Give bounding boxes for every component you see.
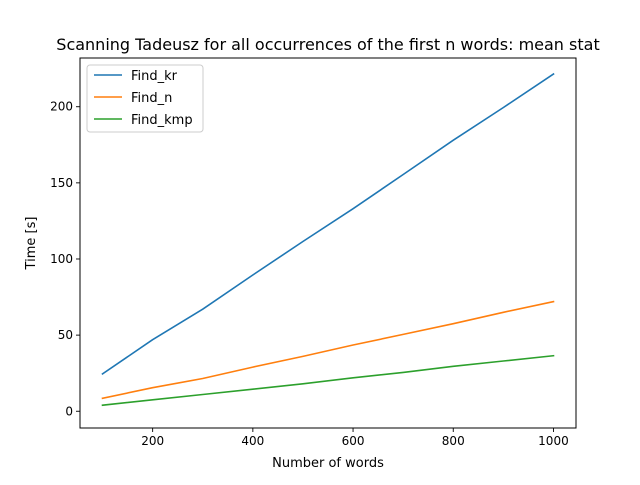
series-line-find-kr — [101, 72, 555, 376]
y-ticks: 0 50 100 150 200 — [50, 100, 80, 418]
legend-items: Find_kr Find_n Find_kmp — [94, 69, 193, 128]
x-ticks: 200 400 600 800 1000 — [141, 428, 569, 448]
legend-box — [86, 64, 204, 133]
legend: Find_kr Find_n Find_kmp — [86, 64, 204, 133]
y-tick-label: 150 — [50, 176, 73, 190]
legend-label: Find_kmp — [131, 113, 193, 128]
y-tick-label: 50 — [58, 328, 73, 342]
x-tick-label: 400 — [241, 434, 264, 448]
y-tick-label: 200 — [50, 100, 73, 114]
series-line-find-kmp — [101, 354, 555, 407]
x-tick-label: 600 — [342, 434, 365, 448]
y-axis-label: Time [s] — [24, 217, 39, 271]
legend-label: Find_n — [131, 91, 172, 106]
chart-title: Scanning Tadeusz for all occurrences of … — [56, 35, 599, 54]
x-axis-label: Number of words — [272, 456, 384, 471]
x-tick-label: 200 — [141, 434, 164, 448]
plot-frame — [79, 57, 577, 429]
y-tick-label: 100 — [50, 252, 73, 266]
x-tick-label: 800 — [442, 434, 465, 448]
series-line-find-n — [101, 300, 555, 400]
legend-label: Find_kr — [131, 69, 178, 84]
series-layer — [101, 72, 555, 407]
y-tick-label: 0 — [65, 404, 73, 418]
x-tick-label: 1000 — [538, 434, 569, 448]
